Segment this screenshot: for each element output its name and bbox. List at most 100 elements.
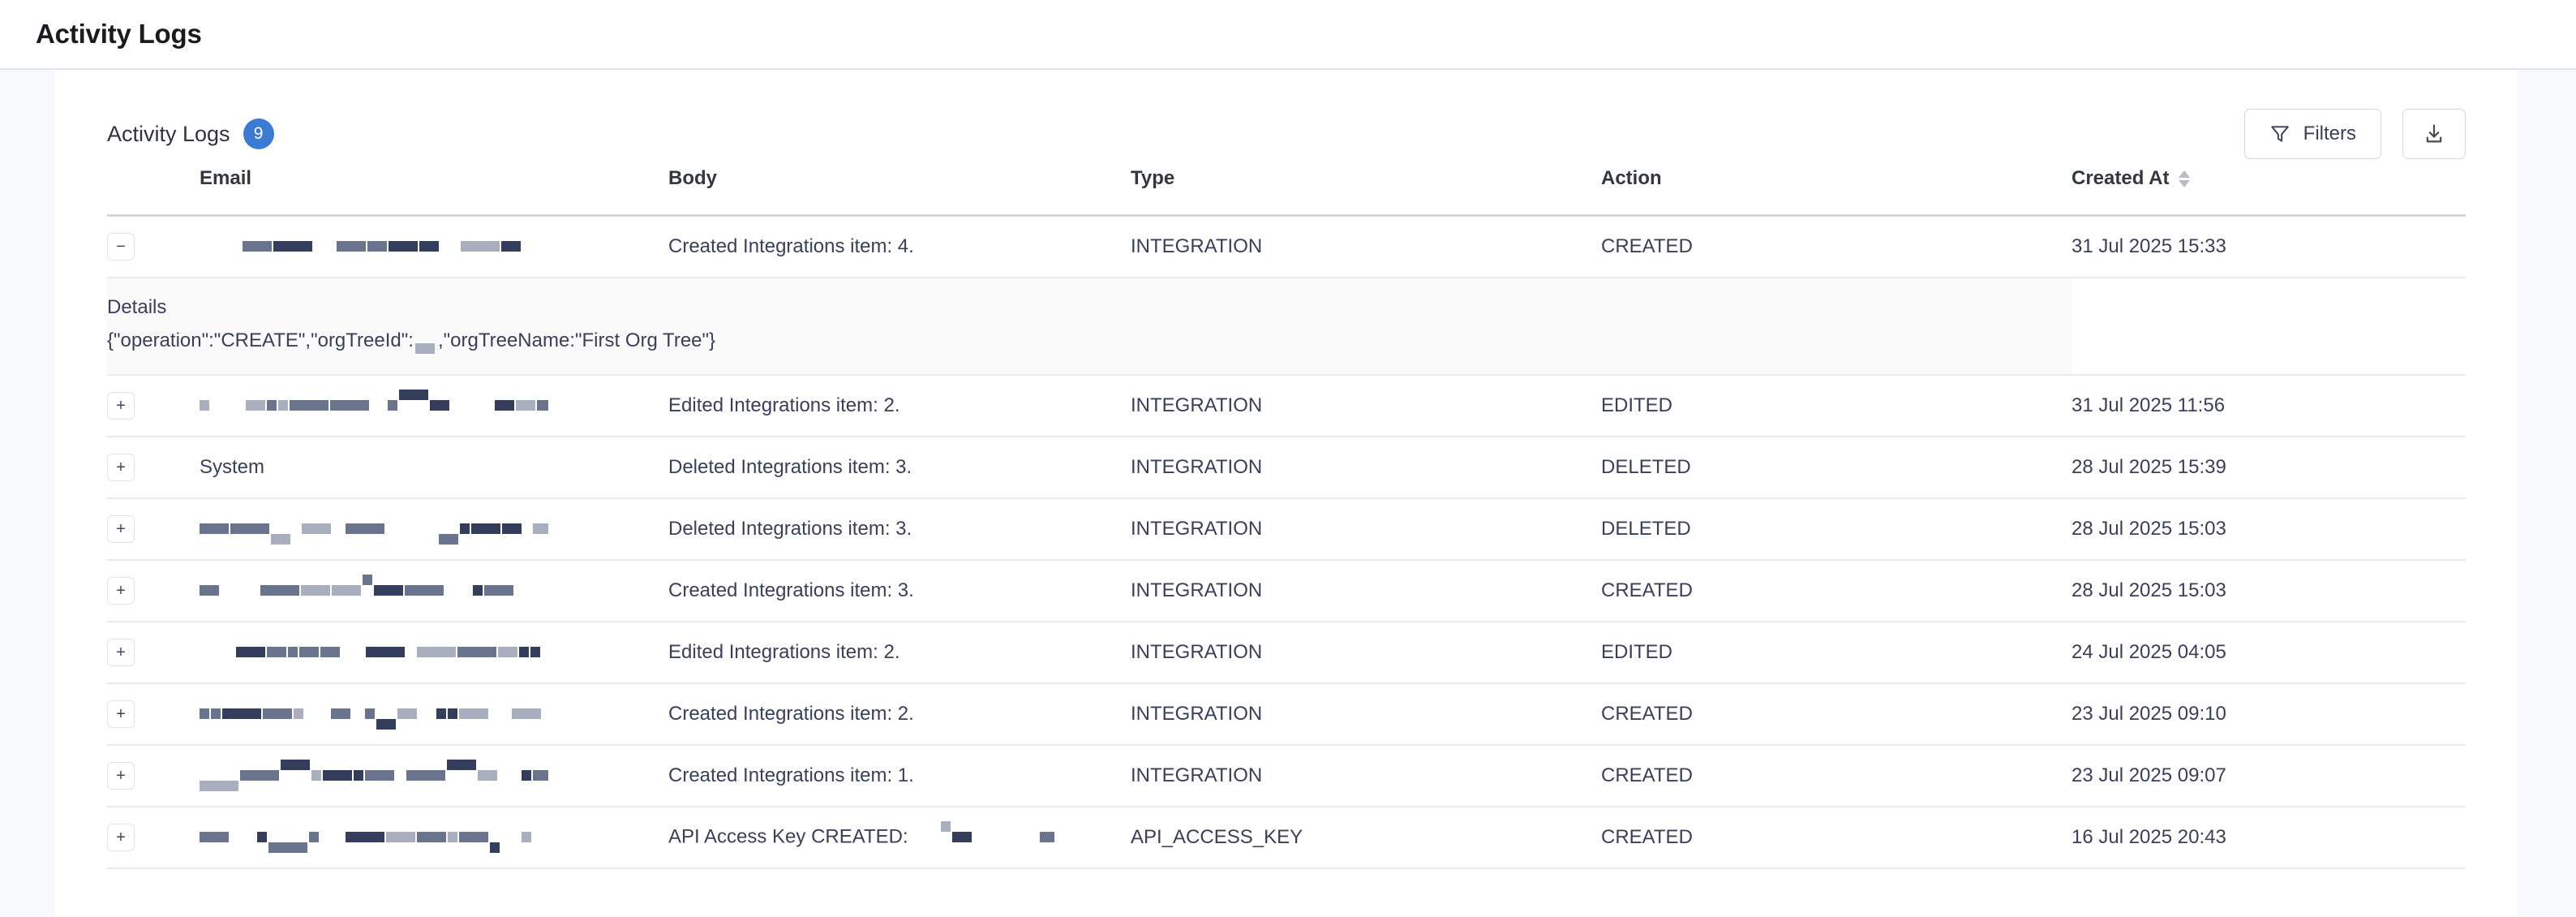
- cell-created-at: 23 Jul 2025 09:07: [2072, 744, 2466, 807]
- row-toggle-cell: +: [107, 374, 200, 437]
- row-toggle-cell: +: [107, 744, 200, 807]
- details-json: {"operation":"CREATE","orgTreeId": ,"org…: [107, 329, 2072, 354]
- cell-created-at: 16 Jul 2025 20:43: [2072, 806, 2466, 869]
- cell-created-at: 28 Jul 2025 15:03: [2072, 497, 2466, 561]
- row-toggle-cell: +: [107, 497, 200, 561]
- cell-action: DELETED: [1601, 436, 2072, 499]
- row-toggle-cell: +: [107, 682, 200, 746]
- toolbar-actions: Filters: [2243, 109, 2466, 159]
- row-toggle-cell: +: [107, 436, 200, 499]
- activity-logs-table: Email Body Type Action Created At: [107, 167, 2466, 869]
- redacted-text: [200, 817, 548, 858]
- details-label: Details: [107, 295, 167, 318]
- cell-created-at: 28 Jul 2025 15:39: [2072, 436, 2466, 499]
- cell-action: DELETED: [1601, 497, 2072, 561]
- cell-created-at: 24 Jul 2025 04:05: [2072, 621, 2466, 684]
- column-header-created-at: Created At: [2072, 167, 2466, 216]
- funnel-icon: [2269, 123, 2290, 144]
- column-header-type: Type: [1131, 167, 1175, 189]
- cell-body: Created Integrations item: 2.: [668, 682, 1131, 746]
- table-row[interactable]: + System Deleted Integrations item: 3. INTE…: [107, 436, 2466, 499]
- cell-email: [200, 374, 668, 437]
- cell-body: Created Integrations item: 1.: [668, 744, 1131, 807]
- column-header-body: Body: [668, 167, 717, 189]
- expand-row-button[interactable]: +: [107, 576, 135, 605]
- cell-body: Deleted Integrations item: 3.: [668, 436, 1131, 499]
- details-cell-empty: [2072, 277, 2466, 376]
- redacted-text: [200, 756, 548, 796]
- table-row[interactable]: + Edited Integrations item: 2. INTEGRATION…: [107, 621, 2466, 684]
- sort-created-at[interactable]: Created At: [2072, 167, 2191, 190]
- table-row[interactable]: + Created Integrations item: 3. INTEGRATIO…: [107, 559, 2466, 622]
- expand-row-button[interactable]: +: [107, 761, 135, 790]
- cell-type: INTEGRATION: [1131, 621, 1601, 684]
- cell-type: INTEGRATION: [1131, 744, 1601, 807]
- table-row[interactable]: + Created Integrations item: 2. INTEGRATIO…: [107, 682, 2466, 746]
- cell-email: [200, 744, 668, 807]
- cell-email: [200, 215, 668, 278]
- cell-type: INTEGRATION: [1131, 374, 1601, 437]
- details-json-suffix: ,"orgTreeName:"First Org Tree"}: [437, 329, 716, 351]
- cell-type: INTEGRATION: [1131, 436, 1601, 499]
- expand-row-button[interactable]: +: [107, 391, 135, 420]
- table-row[interactable]: + Edited Integrations item: 2. INTEGRATION…: [107, 374, 2466, 437]
- cell-body: Created Integrations item: 4.: [668, 215, 1131, 278]
- filters-button[interactable]: Filters: [2243, 109, 2381, 159]
- cell-created-at: 31 Jul 2025 11:56: [2072, 374, 2466, 437]
- redacted-text: [200, 694, 548, 734]
- cell-email: [200, 806, 668, 869]
- page-header: Activity Logs: [0, 0, 2576, 70]
- table-row[interactable]: + Created Integrations item: 1. INTEGRATIO…: [107, 744, 2466, 807]
- table-row[interactable]: − Created Integrations item: 4. INTEGRATIO…: [107, 215, 2466, 278]
- cell-type: INTEGRATION: [1131, 215, 1601, 278]
- cell-action: CREATED: [1601, 806, 2072, 869]
- column-header-email: Email: [200, 167, 252, 189]
- table-header: Email Body Type Action Created At: [107, 167, 2466, 216]
- expand-row-button[interactable]: +: [107, 453, 135, 481]
- table-row[interactable]: + API Access Key CREATED: API_ACCESS_KEY CR…: [107, 806, 2466, 869]
- export-button[interactable]: [2402, 109, 2466, 159]
- details-row: Details {"operation":"CREATE","orgTreeId"…: [107, 277, 2466, 376]
- cell-action: CREATED: [1601, 215, 2072, 278]
- cell-body: Deleted Integrations item: 3.: [668, 497, 1131, 561]
- table-body: − Created Integrations item: 4. INTEGRATIO…: [107, 215, 2466, 869]
- expand-row-button[interactable]: +: [107, 638, 135, 666]
- collapse-row-button[interactable]: −: [107, 232, 135, 260]
- cell-email: [200, 497, 668, 561]
- filters-button-label: Filters: [2303, 123, 2356, 144]
- sort-toggle-icon: [2179, 170, 2191, 187]
- cell-type: INTEGRATION: [1131, 559, 1601, 622]
- redacted-text: [200, 385, 548, 426]
- activity-logs-card: Activity Logs 9 Filters: [55, 70, 2518, 917]
- details-cell: Details {"operation":"CREATE","orgTreeId"…: [107, 277, 2072, 376]
- row-toggle-cell: +: [107, 621, 200, 684]
- cell-created-at: 31 Jul 2025 15:33: [2072, 215, 2466, 278]
- redacted-text: [414, 329, 436, 354]
- cell-body: API Access Key CREATED:: [668, 806, 1131, 869]
- cell-type: INTEGRATION: [1131, 497, 1601, 561]
- cell-email: System: [200, 436, 668, 499]
- card-toolbar: Activity Logs 9 Filters: [107, 70, 2466, 167]
- cell-body: Edited Integrations item: 2.: [668, 374, 1131, 437]
- expand-row-button[interactable]: +: [107, 514, 135, 543]
- cell-email: [200, 559, 668, 622]
- expand-row-button[interactable]: +: [107, 700, 135, 728]
- cell-type: API_ACCESS_KEY: [1131, 806, 1601, 869]
- cell-action: CREATED: [1601, 744, 2072, 807]
- redacted-text: [200, 509, 548, 549]
- cell-action: EDITED: [1601, 621, 2072, 684]
- row-toggle-cell: −: [107, 215, 200, 278]
- column-header-action: Action: [1601, 167, 1662, 189]
- cell-type: INTEGRATION: [1131, 682, 1601, 746]
- card-title: Activity Logs: [107, 121, 230, 146]
- table-row[interactable]: + Deleted Integrations item: 3. INTEGRATIO…: [107, 497, 2466, 561]
- cell-action: CREATED: [1601, 682, 2072, 746]
- page-title: Activity Logs: [36, 19, 202, 49]
- column-header-toggle: [107, 167, 200, 216]
- cell-body: Created Integrations item: 3.: [668, 559, 1131, 622]
- cell-action: CREATED: [1601, 559, 2072, 622]
- cell-created-at: 23 Jul 2025 09:10: [2072, 682, 2466, 746]
- redacted-text: [200, 632, 548, 673]
- page-body: Activity Logs 9 Filters: [0, 70, 2576, 917]
- expand-row-button[interactable]: +: [107, 823, 135, 851]
